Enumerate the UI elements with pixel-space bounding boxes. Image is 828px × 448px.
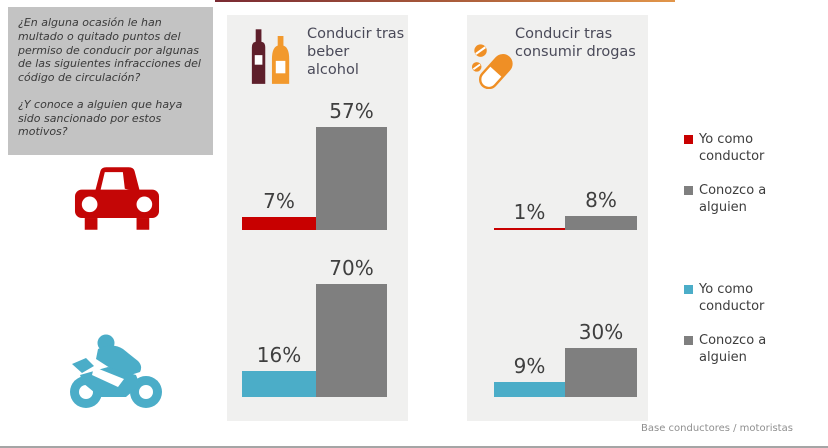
bar-value-label-alcohol-car-self: 7% [263,189,295,214]
legend-item-car-self: Yo como conductor [684,131,824,165]
legend-label: Yo como conductor [699,282,765,314]
motorcycle-icon [68,333,162,410]
legend-swatch-gray [684,186,693,195]
survey-question-box: ¿En alguna ocasión le han multado o quit… [8,7,213,155]
legend-car: Yo como conductor Conozco a alguien [684,131,824,233]
pills-icon [471,39,513,89]
bar-value-label-drugs-moto-known: 30% [578,320,624,345]
bar-value-label-alcohol-car-known: 57% [329,99,374,124]
base-note: Base conductores / motoristas [641,423,793,434]
legend-item-car-known: Conozco a alguien [684,182,824,216]
panel-alcohol: Conducir tras beber alcohol 7% 57% 16% 7… [227,15,408,421]
legend-label: Conozco a alguien [699,333,767,365]
panel-drugs: Conducir tras consumir drogas 1% 8% 9% 3… [467,15,648,421]
legend-label: Yo como conductor [699,132,765,164]
legend-label: Conozco a alguien [699,183,767,215]
panel-title-alcohol: Conducir tras beber alcohol [307,26,405,78]
bar-value-label-drugs-car-known: 8% [585,187,617,212]
legend-item-moto-self: Yo como conductor [684,281,824,315]
survey-question-1: ¿En alguna ocasión le han multado o quit… [18,16,201,84]
car-icon [74,164,160,231]
bar-value-label-drugs-car-self: 1% [513,200,546,224]
bar-value-label-alcohol-moto-self: 16% [256,343,302,368]
bar-drugs-car-self [494,228,565,230]
legend-swatch-red [684,135,693,144]
bar-alcohol-moto-self [242,371,316,397]
bar-alcohol-car-self [242,217,316,230]
bar-drugs-moto-self [494,382,565,397]
survey-question-2: ¿Y conoce a alguien que haya sido sancio… [18,97,183,139]
legend-swatch-blue [684,285,693,294]
legend-motorcycle: Yo como conductor Conozco a alguien [684,281,824,383]
alcohol-bottles-icon [249,29,293,87]
bar-drugs-car-known [565,215,637,230]
top-accent-strip [215,0,675,2]
legend-swatch-gray [684,336,693,345]
legend-item-moto-known: Conozco a alguien [684,332,824,366]
bar-value-label-drugs-moto-self: 9% [513,354,546,379]
bottom-divider [0,446,828,448]
bar-value-label-alcohol-moto-known: 70% [329,255,374,280]
panel-title-drugs: Conducir tras consumir drogas [515,26,636,60]
bar-alcohol-moto-known [316,283,387,397]
bar-drugs-moto-known [565,348,637,397]
bar-alcohol-car-known [316,127,387,230]
